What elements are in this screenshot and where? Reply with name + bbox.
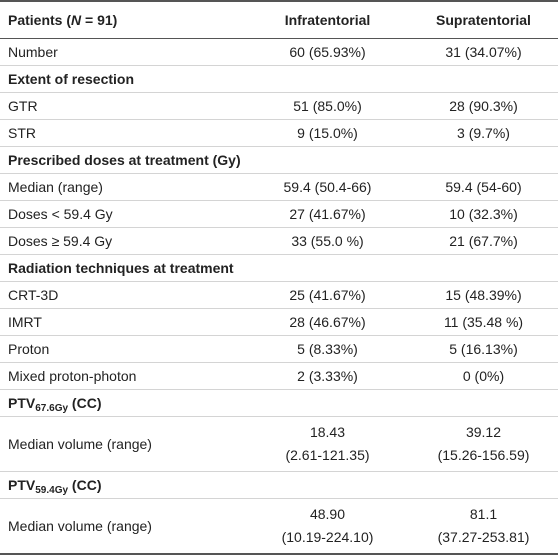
data-row: Median (range) 59.4 (50.4-66) 59.4 (54-60) (0, 173, 558, 201)
row-label: STR (0, 119, 246, 147)
section-row: Radiation techniques at treatment (0, 254, 558, 282)
value-cell: 59.4 (50.4-66) (246, 173, 409, 201)
value-line: 81.1 (469, 506, 498, 522)
value-cell: 5 (8.33%) (246, 335, 409, 363)
section-cell: PTV67.6Gy (CC) (0, 389, 558, 417)
data-row: GTR 51 (85.0%) 28 (90.3%) (0, 92, 558, 120)
data-row: Mixed proton-photon 2 (3.33%) 0 (0%) (0, 362, 558, 390)
value-line: 48.90 (309, 506, 346, 522)
header-cell: Supratentorial (409, 1, 558, 39)
row-label: CRT-3D (0, 281, 246, 309)
data-row: Median volume (range) 18.43 (2.61-121.35) 3… (0, 416, 558, 472)
value-cell: 27 (41.67%) (246, 200, 409, 228)
row-label: Doses ≥ 59.4 Gy (0, 227, 246, 255)
value-cell: 5 (16.13%) (409, 335, 558, 363)
section-cell: Prescribed doses at treatment (Gy) (0, 146, 558, 174)
value-cell: 15 (48.39%) (409, 281, 558, 309)
value-cell: 11 (35.48 %) (409, 308, 558, 336)
value-cell: 59.4 (54-60) (409, 173, 558, 201)
section-cell: Radiation techniques at treatment (0, 254, 558, 282)
data-row: Doses < 59.4 Gy 27 (41.67%) 10 (32.3%) (0, 200, 558, 228)
row-label: Proton (0, 335, 246, 363)
header-cell: Patients (N = 91) (0, 1, 246, 39)
section-row: PTV59.4Gy (CC) (0, 471, 558, 499)
value-cell: 21 (67.7%) (409, 227, 558, 255)
value-cell: 3 (9.7%) (409, 119, 558, 147)
value-cell: 10 (32.3%) (409, 200, 558, 228)
data-row: Proton 5 (8.33%) 5 (16.13%) (0, 335, 558, 363)
value-cell: 31 (34.07%) (409, 38, 558, 66)
header-text: Patients ( (8, 12, 72, 28)
value-cell: 60 (65.93%) (246, 38, 409, 66)
value-line: 39.12 (465, 424, 502, 440)
value-cell: 33 (55.0 %) (246, 227, 409, 255)
value-cell: 51 (85.0%) (246, 92, 409, 120)
value-cell: 39.12 (15.26-156.59) (409, 416, 558, 472)
table-body: Number 60 (65.93%) 31 (34.07%) Extent of re… (0, 38, 558, 555)
header-row: Patients (N = 91) Infratentorial Suprate… (0, 1, 558, 39)
section-row: Prescribed doses at treatment (Gy) (0, 146, 558, 174)
value-cell: 28 (46.67%) (246, 308, 409, 336)
header-text: N (71, 12, 82, 28)
data-row: Number 60 (65.93%) 31 (34.07%) (0, 38, 558, 66)
value-cell: 25 (41.67%) (246, 281, 409, 309)
section-row: Extent of resection (0, 65, 558, 93)
row-label: GTR (0, 92, 246, 120)
section-text: PTV (8, 477, 36, 493)
value-line: (10.19-224.10) (281, 529, 374, 545)
section-text: (CC) (68, 477, 102, 493)
data-row: Doses ≥ 59.4 Gy 33 (55.0 %) 21 (67.7%) (0, 227, 558, 255)
section-row: PTV67.6Gy (CC) (0, 389, 558, 417)
section-text: 67.6Gy (35, 403, 69, 414)
value-cell: 18.43 (2.61-121.35) (246, 416, 409, 472)
header-text: = 91) (81, 12, 118, 28)
row-label: IMRT (0, 308, 246, 336)
row-label: Median (range) (0, 173, 246, 201)
value-line: (2.61-121.35) (285, 447, 370, 463)
value-cell: 9 (15.0%) (246, 119, 409, 147)
value-cell: 81.1 (37.27-253.81) (409, 498, 558, 555)
value-cell: 48.90 (10.19-224.10) (246, 498, 409, 555)
section-cell: Extent of resection (0, 65, 558, 93)
row-label: Doses < 59.4 Gy (0, 200, 246, 228)
section-text: PTV (8, 395, 36, 411)
header-cell: Infratentorial (246, 1, 409, 39)
data-row: IMRT 28 (46.67%) 11 (35.48 %) (0, 308, 558, 336)
data-row: STR 9 (15.0%) 3 (9.7%) (0, 119, 558, 147)
value-line: (37.27-253.81) (437, 529, 530, 545)
value-cell: 28 (90.3%) (409, 92, 558, 120)
value-line: 18.43 (309, 424, 346, 440)
section-cell: PTV59.4Gy (CC) (0, 471, 558, 499)
section-text: 59.4Gy (35, 485, 69, 496)
value-cell: 0 (0%) (409, 362, 558, 390)
row-label: Median volume (range) (0, 416, 246, 472)
section-text: (CC) (68, 395, 102, 411)
data-row: CRT-3D 25 (41.67%) 15 (48.39%) (0, 281, 558, 309)
data-row: Median volume (range) 48.90 (10.19-224.10)… (0, 498, 558, 555)
row-label: Mixed proton-photon (0, 362, 246, 390)
row-label: Number (0, 38, 246, 66)
row-label: Median volume (range) (0, 498, 246, 555)
value-cell: 2 (3.33%) (246, 362, 409, 390)
value-line: (15.26-156.59) (437, 447, 530, 463)
